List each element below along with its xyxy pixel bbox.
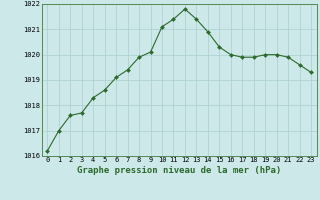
X-axis label: Graphe pression niveau de la mer (hPa): Graphe pression niveau de la mer (hPa) — [77, 166, 281, 175]
